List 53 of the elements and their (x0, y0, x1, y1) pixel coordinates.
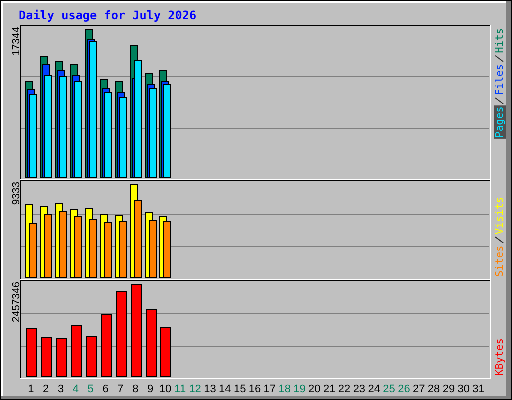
bar (86, 336, 97, 377)
x-tick-label: 6 (102, 384, 109, 396)
x-tick-label: 21 (323, 384, 336, 396)
bar (131, 284, 142, 377)
x-tick-label: 31 (472, 384, 485, 396)
x-tick-label: 5 (88, 384, 94, 396)
bar (116, 291, 127, 377)
bar (26, 328, 37, 377)
text: Sites (494, 246, 506, 277)
text: Files (494, 64, 506, 96)
text: KBytes (494, 338, 506, 376)
x-tick-label: 28 (428, 384, 440, 396)
bar (160, 327, 171, 377)
bar (146, 309, 157, 377)
x-tick-label: 3 (58, 384, 64, 396)
x-tick-label: 24 (368, 384, 380, 396)
x-tick-label: 1 (28, 384, 34, 396)
x-tick-label: 26 (398, 384, 410, 396)
x-tick-label: 18 (278, 384, 291, 396)
x-tick-label: 19 (294, 384, 306, 396)
text: Visits (494, 197, 506, 235)
text: Hits (494, 28, 506, 54)
x-tick-label: 27 (413, 384, 426, 396)
chart-title: Daily usage for July 2026 (19, 8, 197, 22)
x-tick-label: 25 (383, 384, 396, 396)
x-tick-label: 7 (118, 384, 124, 396)
x-tick-label: 9 (147, 384, 154, 396)
bar (41, 337, 52, 377)
x-tick-label: 12 (189, 384, 202, 396)
x-tick-label: 15 (234, 384, 246, 396)
x-tick-label: 11 (174, 384, 186, 396)
x-tick-label: 16 (248, 384, 262, 396)
x-tick-label: 20 (308, 384, 321, 396)
x-tick-label: 2 (43, 384, 50, 396)
bar (163, 84, 171, 178)
annotation: 9333 (12, 182, 22, 206)
bar (56, 338, 67, 377)
x-tick-label: 8 (132, 384, 139, 396)
annotation: 17344 (12, 26, 22, 56)
bar (101, 314, 112, 377)
bar (71, 325, 82, 377)
x-tick-label: 14 (219, 384, 232, 396)
bar (149, 88, 157, 178)
x-tick-label: 17 (264, 384, 276, 396)
x-tick-label: 30 (458, 384, 470, 396)
bar (104, 92, 112, 178)
x-tick-label: 29 (442, 384, 456, 396)
x-tick-label: 13 (204, 384, 216, 396)
annotation: 2457346 (12, 282, 22, 322)
x-tick-label: 22 (338, 384, 351, 396)
x-tick-label: 10 (159, 384, 172, 396)
x-tick-label: 4 (72, 384, 80, 396)
x-tick-label: 23 (353, 384, 366, 396)
